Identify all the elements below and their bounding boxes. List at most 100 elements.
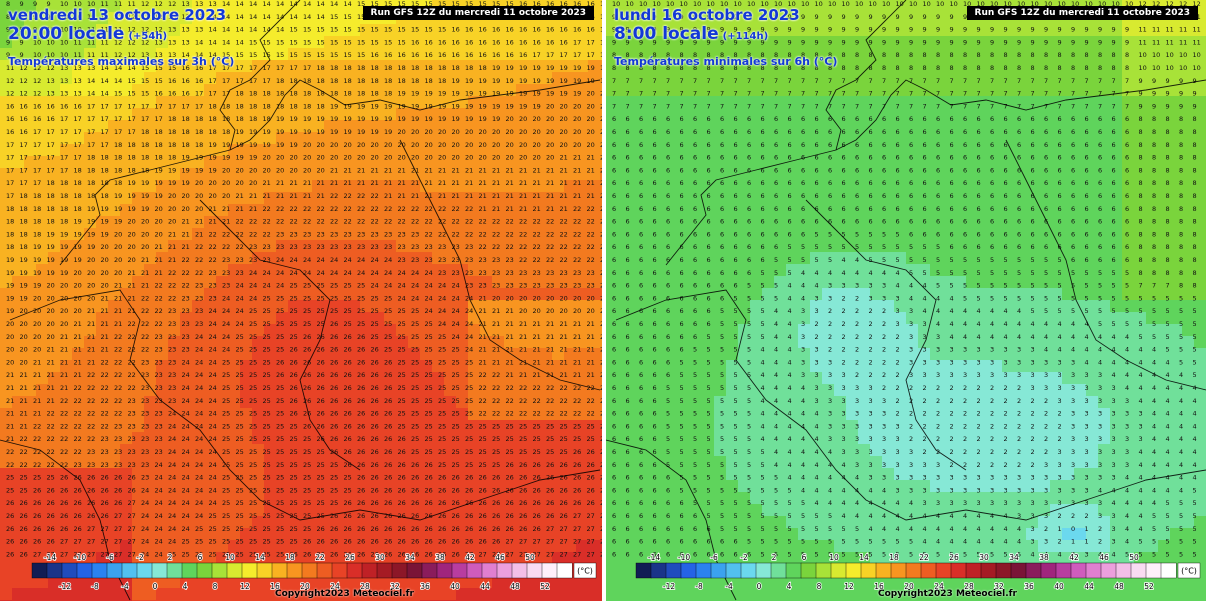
svg-text:16: 16 (411, 38, 419, 46)
svg-text:20: 20 (371, 154, 379, 162)
svg-text:25: 25 (465, 397, 473, 405)
svg-text:20: 20 (438, 154, 446, 162)
svg-text:18: 18 (155, 154, 163, 162)
svg-text:24: 24 (209, 358, 217, 366)
svg-text:20: 20 (182, 192, 190, 200)
svg-text:25: 25 (290, 461, 298, 469)
svg-text:22: 22 (195, 243, 203, 251)
svg-text:23: 23 (222, 282, 230, 290)
svg-text:22: 22 (195, 256, 203, 264)
svg-text:23: 23 (128, 397, 136, 405)
svg-text:26: 26 (519, 461, 527, 469)
legend-swatch (815, 562, 832, 579)
svg-text:24: 24 (425, 294, 433, 302)
svg-text:16: 16 (479, 38, 487, 46)
svg-text:25: 25 (573, 435, 581, 443)
svg-text:21: 21 (560, 205, 568, 213)
svg-text:25: 25 (398, 422, 406, 430)
svg-text:23: 23 (452, 269, 460, 277)
svg-text:20: 20 (60, 307, 68, 315)
svg-text:24: 24 (168, 435, 176, 443)
svg-text:17: 17 (573, 51, 581, 59)
svg-text:18: 18 (33, 192, 41, 200)
svg-text:23: 23 (303, 243, 311, 251)
svg-text:16: 16 (6, 102, 14, 110)
svg-text:21: 21 (506, 358, 514, 366)
legend-unit: (°C) (577, 567, 593, 576)
svg-text:21: 21 (101, 333, 109, 341)
svg-text:25: 25 (222, 410, 230, 418)
parameter-title: Températures minimales sur 6h (°C) (614, 55, 837, 68)
forecast-time: 8:00 locale (614, 24, 719, 44)
svg-text:25: 25 (357, 307, 365, 315)
svg-text:25: 25 (438, 358, 446, 366)
svg-text:26: 26 (357, 474, 365, 482)
legend-swatch (695, 562, 712, 579)
svg-text:23: 23 (465, 256, 473, 264)
svg-text:17: 17 (20, 166, 28, 174)
svg-text:22: 22 (155, 320, 163, 328)
svg-text:19: 19 (276, 128, 284, 136)
svg-text:21: 21 (452, 192, 460, 200)
svg-text:26: 26 (465, 474, 473, 482)
svg-text:22: 22 (479, 410, 487, 418)
legend-tick-label: 12 (240, 582, 250, 591)
svg-text:24: 24 (222, 307, 230, 315)
svg-text:26: 26 (425, 499, 433, 507)
svg-text:21: 21 (398, 166, 406, 174)
svg-text:21: 21 (533, 358, 541, 366)
svg-text:24: 24 (344, 269, 352, 277)
svg-text:20: 20 (425, 154, 433, 162)
svg-text:26: 26 (600, 499, 602, 507)
svg-text:12: 12 (6, 77, 14, 85)
svg-text:24: 24 (209, 384, 217, 392)
svg-text:18: 18 (6, 230, 14, 238)
svg-text:23: 23 (155, 448, 163, 456)
svg-text:21: 21 (344, 179, 352, 187)
svg-text:17: 17 (33, 179, 41, 187)
svg-text:20: 20 (303, 166, 311, 174)
svg-text:21: 21 (114, 307, 122, 315)
svg-text:26: 26 (479, 512, 487, 520)
svg-text:20: 20 (222, 179, 230, 187)
svg-text:26: 26 (371, 346, 379, 354)
svg-text:25: 25 (236, 371, 244, 379)
svg-text:18: 18 (222, 128, 230, 136)
svg-text:25: 25 (222, 358, 230, 366)
svg-text:26: 26 (317, 346, 325, 354)
svg-text:24: 24 (168, 474, 176, 482)
svg-text:17: 17 (20, 179, 28, 187)
svg-text:15: 15 (290, 51, 298, 59)
legend-tick-label: 8 (213, 582, 218, 591)
svg-text:23: 23 (600, 282, 602, 290)
svg-text:24: 24 (398, 269, 406, 277)
svg-text:27: 27 (533, 538, 541, 546)
svg-text:24: 24 (168, 512, 176, 520)
legend-tick-label: 12 (844, 582, 854, 591)
svg-text:15: 15 (371, 38, 379, 46)
svg-text:26: 26 (465, 525, 473, 533)
svg-text:19: 19 (384, 128, 392, 136)
svg-text:26: 26 (600, 474, 602, 482)
svg-text:20: 20 (573, 141, 581, 149)
svg-text:26: 26 (533, 525, 541, 533)
svg-text:17: 17 (195, 102, 203, 110)
svg-text:27: 27 (506, 550, 514, 558)
svg-text:24: 24 (452, 307, 460, 315)
svg-text:23: 23 (141, 422, 149, 430)
svg-text:21: 21 (222, 218, 230, 226)
svg-text:18: 18 (317, 64, 325, 72)
svg-text:25: 25 (330, 474, 338, 482)
svg-text:19: 19 (506, 77, 514, 85)
svg-text:25: 25 (47, 474, 55, 482)
svg-text:22: 22 (452, 205, 460, 213)
svg-text:26: 26 (411, 499, 419, 507)
svg-text:16: 16 (155, 90, 163, 98)
svg-text:25: 25 (249, 307, 257, 315)
svg-text:24: 24 (209, 474, 217, 482)
svg-text:26: 26 (276, 371, 284, 379)
svg-text:25: 25 (506, 435, 514, 443)
svg-text:22: 22 (587, 218, 595, 226)
svg-text:26: 26 (371, 474, 379, 482)
legend-swatch (451, 562, 468, 579)
